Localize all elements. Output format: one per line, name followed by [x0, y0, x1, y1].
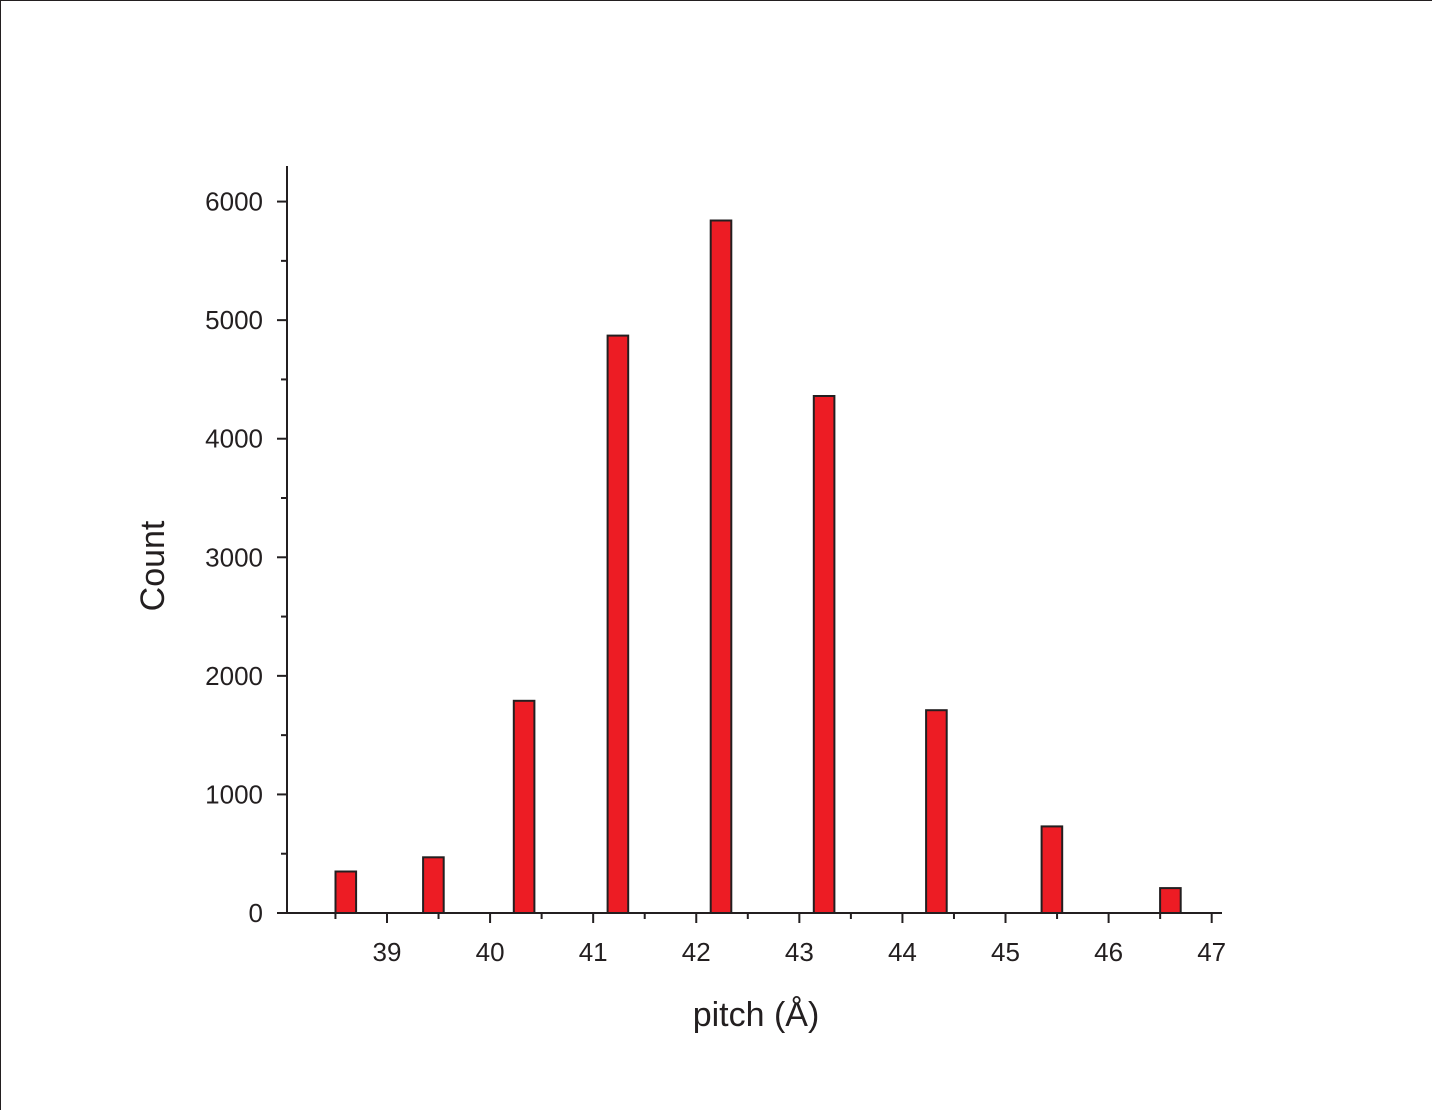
bar — [709, 219, 733, 914]
x-tick-label: 41 — [579, 937, 608, 967]
bars-layer — [334, 219, 1182, 915]
bar — [1040, 825, 1064, 915]
bar — [512, 699, 536, 914]
y-tick-label: 1000 — [205, 779, 263, 809]
x-tick-label: 46 — [1094, 937, 1123, 967]
y-tick-label: 0 — [249, 898, 263, 928]
x-axis-title: pitch (Å) — [693, 996, 820, 1034]
y-tick-label: 2000 — [205, 661, 263, 691]
x-tick-label: 40 — [476, 937, 505, 967]
y-tick-label: 6000 — [205, 187, 263, 217]
y-tick-label: 3000 — [205, 542, 263, 572]
bar — [334, 870, 358, 914]
x-tick-label: 43 — [785, 937, 814, 967]
bar — [812, 395, 836, 914]
axes-layer — [286, 166, 1222, 914]
y-tick-label: 4000 — [205, 424, 263, 454]
bar — [1159, 887, 1182, 914]
x-tick-label: 39 — [373, 937, 402, 967]
bar — [925, 709, 948, 915]
x-tick-label: 44 — [888, 937, 917, 967]
x-tick-label: 42 — [682, 937, 711, 967]
y-axis-title: Count — [134, 520, 172, 611]
bar — [606, 334, 630, 915]
x-tick-label: 47 — [1197, 937, 1226, 967]
x-axis-ticks: 39 40 41 42 43 44 45 46 47 — [334, 913, 1226, 967]
y-axis-ticks: 0 1000 2000 3000 4000 5000 6000 — [205, 187, 287, 928]
y-tick-label: 5000 — [205, 305, 263, 335]
x-tick-label: 45 — [991, 937, 1020, 967]
bar — [422, 856, 445, 914]
